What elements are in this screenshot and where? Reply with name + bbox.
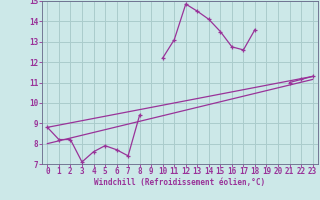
X-axis label: Windchill (Refroidissement éolien,°C): Windchill (Refroidissement éolien,°C) [94, 178, 266, 187]
